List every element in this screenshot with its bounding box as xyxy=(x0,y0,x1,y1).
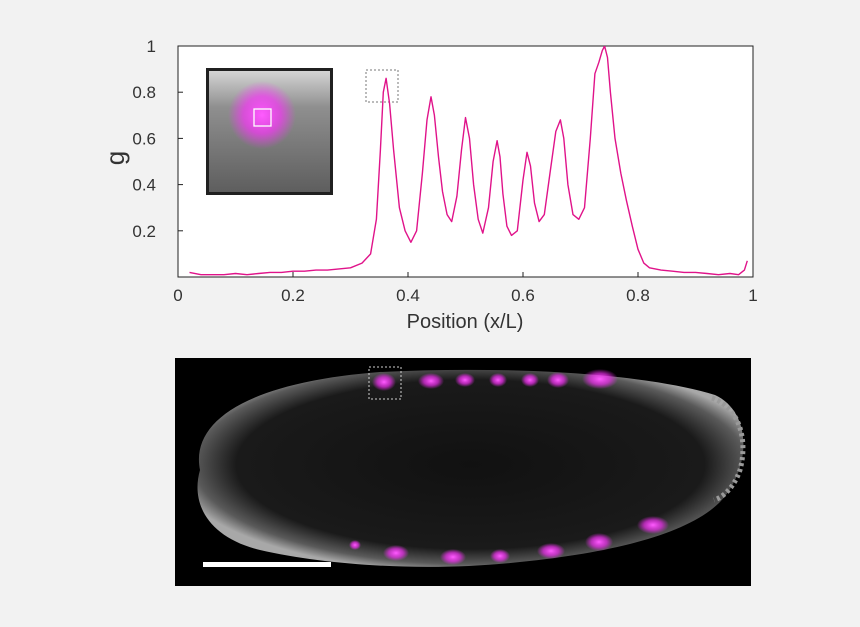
x-tick-label: 1 xyxy=(748,286,757,305)
series-line xyxy=(189,46,748,276)
embryo-image xyxy=(175,358,751,586)
embryo-highlight-box xyxy=(368,366,402,400)
peak-highlight-box xyxy=(365,69,399,103)
x-axis-label: Position (x/L) xyxy=(407,311,524,333)
stain-spot xyxy=(455,373,475,387)
stain-spot xyxy=(547,372,569,388)
stain-spot xyxy=(489,373,507,387)
inset-roi-box xyxy=(253,108,272,127)
stain-spot xyxy=(372,373,396,391)
y-tick-label: 0.2 xyxy=(132,222,156,241)
y-tick-label: 0.6 xyxy=(132,129,156,148)
y-tick-label: 0.4 xyxy=(132,176,156,195)
y-tick-label: 0.8 xyxy=(132,83,156,102)
embryo-posterior-cap xyxy=(711,395,746,503)
x-tick-label: 0.2 xyxy=(281,286,305,305)
stain-spot xyxy=(490,549,510,563)
stain-spot xyxy=(349,540,361,550)
stain-spot xyxy=(582,369,618,389)
x-tick-label: 0.8 xyxy=(626,286,650,305)
x-tick-label: 0.4 xyxy=(396,286,420,305)
stain-spot xyxy=(383,545,409,561)
x-tick-label: 0 xyxy=(173,286,182,305)
x-tick-label: 0.6 xyxy=(511,286,535,305)
series-group xyxy=(189,46,748,276)
stain-spot xyxy=(637,516,669,534)
y-axis-label: g xyxy=(100,151,130,165)
stain-spot xyxy=(418,373,444,389)
stain-spot xyxy=(537,543,565,559)
stain-spot xyxy=(440,549,466,565)
embryo-outline xyxy=(197,369,744,567)
y-tick-label: 1 xyxy=(147,37,156,56)
inset-image xyxy=(206,68,333,195)
stain-spot xyxy=(521,373,539,387)
y-axis: 0.2 0.4 0.6 0.8 1 xyxy=(132,37,183,241)
stain-spot xyxy=(585,533,613,551)
scale-bar xyxy=(203,562,331,567)
x-axis: 0 0.2 0.4 0.6 0.8 1 xyxy=(173,272,758,305)
stripe-spots xyxy=(349,369,669,565)
